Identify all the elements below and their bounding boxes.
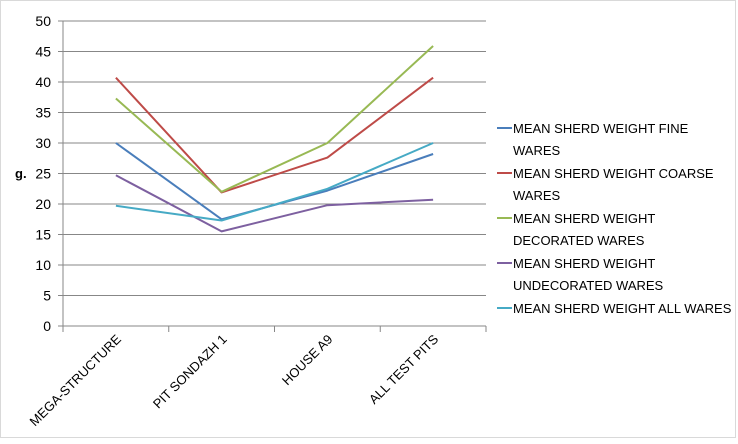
- legend-label-2-0: MEAN SHERD WEIGHT: [513, 211, 655, 226]
- y-tick-label-40: 40: [35, 74, 51, 90]
- y-tick-label-10: 10: [35, 257, 51, 273]
- y-axis-label: g.: [15, 166, 27, 181]
- gridlines: [63, 20, 486, 296]
- y-tick-label-35: 35: [35, 105, 51, 121]
- series-line-3: [115, 174, 434, 233]
- y-tick-labels: 0 5 10 15 20 25 30 35 40 45 50: [35, 13, 51, 334]
- legend-label-3-1: UNDECORATED WARES: [513, 278, 664, 293]
- y-tick-label-25: 25: [35, 166, 51, 182]
- x-tick-label-0: MEGA-STRUCTURE: [27, 331, 125, 429]
- series-line-0: [115, 142, 434, 221]
- legend-label-0-0: MEAN SHERD WEIGHT FINE: [513, 121, 689, 136]
- legend-item-0: MEAN SHERD WEIGHT FINE WARES: [497, 121, 689, 158]
- y-tick-label-5: 5: [43, 288, 51, 304]
- series-line-4: [115, 142, 434, 222]
- x-tick-label-1: PIT SONDAZH 1: [150, 332, 230, 412]
- x-tick-label-2: HOUSE A9: [279, 332, 336, 389]
- y-tick-label-0: 0: [43, 318, 51, 334]
- x-tick-label-3: ALL TEST PITS: [366, 331, 442, 407]
- legend-label-2-1: DECORATED WARES: [513, 233, 645, 248]
- y-tick-label-30: 30: [35, 135, 51, 151]
- legend-label-1-1: WARES: [513, 188, 561, 203]
- legend-label-4-0: MEAN SHERD WEIGHT ALL WARES: [513, 301, 732, 316]
- series-line-1: [115, 76, 434, 194]
- legend-label-1-0: MEAN SHERD WEIGHT COARSE: [513, 166, 714, 181]
- series-lines: [115, 45, 434, 233]
- legend-label-3-0: MEAN SHERD WEIGHT: [513, 256, 655, 271]
- y-tick-label-20: 20: [35, 196, 51, 212]
- x-tick-labels: MEGA-STRUCTURE PIT SONDAZH 1 HOUSE A9 ALL T…: [27, 331, 442, 429]
- legend-label-0-1: WARES: [513, 143, 561, 158]
- series-line-2: [115, 45, 434, 193]
- y-tick-label-15: 15: [35, 227, 51, 243]
- legend-item-2: MEAN SHERD WEIGHT DECORATED WARES: [497, 211, 655, 248]
- legend-item-3: MEAN SHERD WEIGHT UNDECORATED WARES: [497, 256, 664, 293]
- y-tick-label-50: 50: [35, 13, 51, 29]
- legend-item-1: MEAN SHERD WEIGHT COARSE WARES: [497, 166, 714, 203]
- y-tick-label-45: 45: [35, 44, 51, 60]
- axes: [58, 20, 487, 332]
- legend-item-4: MEAN SHERD WEIGHT ALL WARES: [497, 301, 732, 316]
